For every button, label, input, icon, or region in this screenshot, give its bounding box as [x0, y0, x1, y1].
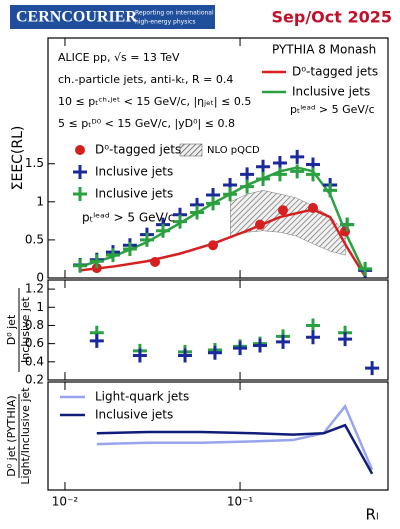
data-point [256, 171, 271, 186]
annotation: 5 ≤ pₜᴰ⁰ < 15 GeV/c, |yD⁰| ≤ 0.8 [58, 117, 235, 130]
annotation: ALICE pp, √s = 13 TeV [58, 51, 180, 64]
legend-title: PYTHIA 8 Monash [272, 43, 376, 57]
data-point [208, 240, 219, 251]
data-point [207, 345, 222, 360]
legend-label: Inclusive jets [292, 85, 370, 99]
data-point [276, 334, 291, 349]
data-point [240, 179, 255, 194]
data-point [340, 217, 355, 232]
data-point [305, 167, 320, 182]
legend-label: D⁰-tagged jets [95, 143, 181, 157]
legend-label: Inclusive jets [95, 187, 173, 201]
data-point [252, 338, 267, 353]
y-tick-label: 1 [36, 194, 44, 208]
model-line [96, 403, 374, 471]
y-axis-label: D⁰ jet [5, 314, 18, 345]
data-point [155, 223, 170, 238]
y-tick-label: 0.6 [25, 336, 44, 350]
legend-label: NLO pQCD [207, 145, 260, 156]
annotation: 10 ≤ pₜᶜʰ·ʲᵉᵗ < 15 GeV/c, |ηⱼₑₜ| ≤ 0.5 [58, 95, 251, 108]
data-point [365, 361, 380, 376]
tagline: Reporting on international [135, 10, 214, 17]
y-tick-label: 0 [36, 271, 44, 285]
plot-area [89, 318, 380, 376]
x-tick-label: 10⁻¹ [227, 495, 254, 509]
data-point [233, 341, 248, 356]
data-point [89, 333, 104, 348]
y-axis-label: ΣEEC(RL) [10, 126, 26, 191]
annotation: ch.-particle jets, anti-kₜ, R = 0.4 [58, 73, 233, 86]
data-point [73, 258, 88, 273]
y-tick-label: 1.5 [25, 156, 44, 170]
y-tick-label: 0.2 [25, 373, 44, 387]
tagline: high-energy physics [135, 19, 195, 26]
data-point [305, 330, 320, 345]
y-tick-label: 1 [36, 300, 44, 314]
data-point [178, 348, 193, 363]
y-axis-label: D⁰ jet (PYTHIA) [5, 395, 18, 476]
data-point [323, 183, 338, 198]
data-point [190, 205, 205, 220]
legend-swatch [179, 143, 203, 157]
data-point [206, 196, 221, 211]
x-axis-label: Rₗ [366, 506, 379, 524]
legend-swatch [73, 187, 87, 201]
logo: CERNCOURIER [16, 9, 137, 26]
x-tick-label: 10⁻² [52, 495, 79, 509]
legend-swatch [73, 165, 87, 179]
issue: Sep/Oct 2025 [271, 8, 392, 27]
data-point [254, 219, 265, 230]
data-point [105, 248, 120, 263]
logo-box [10, 5, 215, 29]
data-point [132, 348, 147, 363]
data-point [338, 332, 353, 347]
y-axis-label: Inclusive jet [19, 296, 32, 363]
uncertainty-band [230, 190, 346, 256]
y-tick-label: 0.8 [25, 318, 44, 332]
legend-swatch [75, 145, 85, 155]
frame [47, 381, 389, 491]
data-point [290, 149, 305, 164]
legend-note: pₜˡᵉᵃᵈ > 5 GeV/c [82, 211, 174, 225]
data-point [256, 159, 271, 174]
data-point [89, 254, 104, 269]
data-point [290, 164, 305, 179]
data-point [240, 167, 255, 182]
legend-label: Inclusive jets [95, 408, 173, 422]
frame [47, 279, 389, 381]
frame [47, 37, 389, 279]
data-point [307, 202, 318, 213]
data-point [139, 232, 154, 247]
model-line [79, 208, 367, 278]
y-axis-label: Light/Inclusive jet [19, 387, 32, 485]
data-point [173, 214, 188, 229]
model-line [96, 423, 374, 475]
data-point [150, 257, 161, 267]
y-tick-label: 0.5 [25, 232, 44, 246]
plot-area [96, 403, 374, 475]
legend-note: pₜˡᵉᵃᵈ > 5 GeV/c [290, 103, 375, 116]
legend-label: D⁰-tagged jets [292, 65, 378, 79]
data-point [272, 167, 287, 182]
data-point [358, 261, 373, 276]
legend-label: Inclusive jets [95, 165, 173, 179]
plot-area [73, 149, 373, 278]
y-tick-label: 1.2 [25, 282, 44, 296]
data-point [278, 205, 289, 216]
data-point [223, 187, 238, 202]
legend-label: Light-quark jets [95, 390, 189, 404]
y-tick-label: 0.4 [25, 354, 44, 368]
data-point [305, 318, 320, 333]
data-point [122, 242, 137, 257]
